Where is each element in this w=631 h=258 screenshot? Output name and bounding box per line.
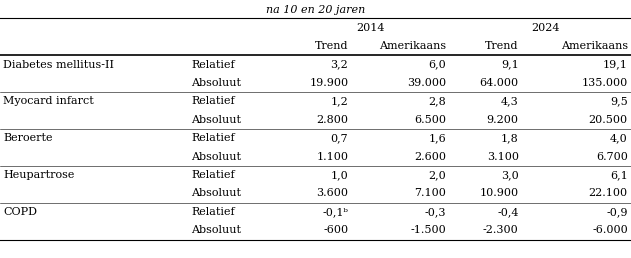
Text: -6.000: -6.000 bbox=[592, 225, 628, 235]
Text: 0,7: 0,7 bbox=[331, 133, 348, 143]
Text: 3.100: 3.100 bbox=[487, 152, 519, 162]
Text: 1,0: 1,0 bbox=[331, 170, 348, 180]
Text: Trend: Trend bbox=[485, 41, 519, 51]
Text: Diabetes mellitus-II: Diabetes mellitus-II bbox=[3, 60, 114, 69]
Text: 2,8: 2,8 bbox=[428, 96, 446, 106]
Text: Relatief: Relatief bbox=[191, 170, 235, 180]
Text: 1,8: 1,8 bbox=[501, 133, 519, 143]
Text: 19,1: 19,1 bbox=[603, 60, 628, 69]
Text: 2.800: 2.800 bbox=[316, 115, 348, 125]
Text: 9,1: 9,1 bbox=[501, 60, 519, 69]
Text: -2.300: -2.300 bbox=[483, 225, 519, 235]
Text: 6,0: 6,0 bbox=[428, 60, 446, 69]
Text: 39.000: 39.000 bbox=[407, 78, 446, 88]
Text: COPD: COPD bbox=[3, 207, 37, 217]
Text: 3,2: 3,2 bbox=[331, 60, 348, 69]
Text: Trend: Trend bbox=[315, 41, 348, 51]
Text: 3,0: 3,0 bbox=[501, 170, 519, 180]
Text: Relatief: Relatief bbox=[191, 96, 235, 106]
Text: 22.100: 22.100 bbox=[589, 189, 628, 198]
Text: Absoluut: Absoluut bbox=[191, 78, 241, 88]
Text: -0,9: -0,9 bbox=[606, 207, 628, 217]
Text: 1,2: 1,2 bbox=[331, 96, 348, 106]
Text: 6.700: 6.700 bbox=[596, 152, 628, 162]
Text: Beroerte: Beroerte bbox=[3, 133, 52, 143]
Text: Absoluut: Absoluut bbox=[191, 189, 241, 198]
Text: Heupartrose: Heupartrose bbox=[3, 170, 74, 180]
Text: 4,3: 4,3 bbox=[501, 96, 519, 106]
Text: 2024: 2024 bbox=[531, 23, 560, 33]
Text: na 10 en 20 jaren: na 10 en 20 jaren bbox=[266, 5, 365, 15]
Text: 64.000: 64.000 bbox=[480, 78, 519, 88]
Text: 4,0: 4,0 bbox=[610, 133, 628, 143]
Text: 20.500: 20.500 bbox=[589, 115, 628, 125]
Text: -1.500: -1.500 bbox=[410, 225, 446, 235]
Text: 3.600: 3.600 bbox=[316, 189, 348, 198]
Text: 6,1: 6,1 bbox=[610, 170, 628, 180]
Text: 9,5: 9,5 bbox=[610, 96, 628, 106]
Text: 2014: 2014 bbox=[357, 23, 385, 33]
Text: Amerikaans: Amerikaans bbox=[379, 41, 446, 51]
Text: 1.100: 1.100 bbox=[316, 152, 348, 162]
Text: 10.900: 10.900 bbox=[480, 189, 519, 198]
Text: Relatief: Relatief bbox=[191, 60, 235, 69]
Text: 2,0: 2,0 bbox=[428, 170, 446, 180]
Text: 1,6: 1,6 bbox=[428, 133, 446, 143]
Text: Relatief: Relatief bbox=[191, 207, 235, 217]
Text: 6.500: 6.500 bbox=[414, 115, 446, 125]
Text: Myocard infarct: Myocard infarct bbox=[3, 96, 94, 106]
Text: -0,3: -0,3 bbox=[425, 207, 446, 217]
Text: 9.200: 9.200 bbox=[487, 115, 519, 125]
Text: Absoluut: Absoluut bbox=[191, 152, 241, 162]
Text: Absoluut: Absoluut bbox=[191, 225, 241, 235]
Text: -0,1ᵇ: -0,1ᵇ bbox=[322, 207, 348, 217]
Text: -600: -600 bbox=[323, 225, 348, 235]
Text: 19.900: 19.900 bbox=[309, 78, 348, 88]
Text: Amerikaans: Amerikaans bbox=[561, 41, 628, 51]
Text: 7.100: 7.100 bbox=[414, 189, 446, 198]
Text: Relatief: Relatief bbox=[191, 133, 235, 143]
Text: 135.000: 135.000 bbox=[582, 78, 628, 88]
Text: Absoluut: Absoluut bbox=[191, 115, 241, 125]
Text: -0,4: -0,4 bbox=[497, 207, 519, 217]
Text: 2.600: 2.600 bbox=[414, 152, 446, 162]
